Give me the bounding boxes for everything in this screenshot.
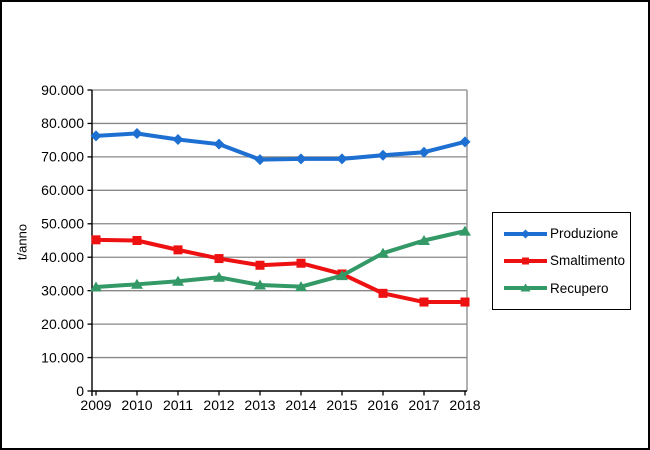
- diamond-marker-icon: [295, 153, 307, 165]
- y-tick-label: 20.000: [41, 316, 84, 332]
- legend-item-recupero: Recupero: [502, 281, 628, 295]
- diamond-marker-icon: [521, 229, 530, 239]
- diamond-marker-icon: [213, 138, 225, 150]
- diamond-marker-icon: [459, 136, 471, 148]
- triangle-marker-icon: [90, 281, 102, 292]
- y-tick-label: 30.000: [41, 282, 84, 298]
- square-marker-icon: [255, 260, 265, 270]
- square-marker-icon: [91, 235, 101, 245]
- x-tick-label: 2009: [80, 397, 111, 413]
- x-tick-label: 2015: [326, 397, 357, 413]
- y-tick-label: 50.000: [41, 216, 84, 232]
- triangle-marker-icon: [418, 235, 430, 245]
- x-tick-label: 2014: [285, 397, 316, 413]
- square-marker-icon: [132, 236, 142, 245]
- square-marker-icon: [419, 297, 429, 307]
- y-tick-label: 80.000: [41, 115, 84, 131]
- y-axis-title: t/anno: [14, 223, 30, 261]
- triangle-marker-icon: [295, 281, 307, 292]
- x-tick-label: 2010: [121, 397, 152, 413]
- x-tick-label: 2011: [163, 397, 193, 413]
- diamond-marker-icon: [172, 133, 184, 145]
- square-marker-icon: [173, 245, 183, 255]
- diamond-marker-icon: [336, 153, 348, 165]
- y-tick-label: 70.000: [41, 149, 84, 165]
- diamond-marker-icon: [131, 127, 143, 139]
- triangle-marker-icon: [377, 247, 389, 258]
- y-tick-label: 40.000: [41, 249, 84, 265]
- x-tick-label: 2018: [449, 397, 480, 413]
- y-tick-label: 90.000: [41, 82, 84, 98]
- recupero-line-sample-icon: [504, 283, 547, 292]
- y-tick-label: 10.000: [41, 349, 84, 365]
- legend-label-smaltimento: Smaltimento: [550, 253, 626, 269]
- triangle-marker-icon: [336, 270, 348, 281]
- diamond-marker-icon: [418, 146, 430, 158]
- x-tick-label: 2012: [203, 397, 234, 413]
- produzione-line-sample-icon: [504, 229, 547, 239]
- square-marker-icon: [522, 257, 529, 265]
- legend-item-smaltimento: Smaltimento: [502, 254, 628, 268]
- x-tick-label: 2017: [408, 397, 439, 413]
- square-marker-icon: [296, 258, 306, 268]
- triangle-marker-icon: [131, 278, 143, 289]
- series-line-produzione: [94, 131, 467, 162]
- legend: Produzione Smaltimento Recupero: [492, 212, 631, 310]
- x-tick-label: 2016: [367, 397, 398, 413]
- y-tick-label: 60.000: [41, 182, 84, 198]
- triangle-marker-icon: [213, 271, 225, 282]
- square-marker-icon: [214, 254, 224, 264]
- triangle-marker-icon: [459, 225, 471, 236]
- smaltimento-line-sample-icon: [504, 257, 547, 265]
- x-tick-label: 2013: [244, 397, 275, 413]
- series-line-recupero: [94, 229, 467, 289]
- square-marker-icon: [378, 288, 388, 298]
- legend-label-produzione: Produzione: [550, 225, 619, 241]
- series-line-smaltimento: [94, 237, 467, 305]
- triangle-marker-icon: [520, 283, 531, 292]
- square-marker-icon: [460, 297, 470, 307]
- triangle-marker-icon: [254, 279, 266, 290]
- legend-label-recupero: Recupero: [550, 280, 609, 296]
- diamond-marker-icon: [90, 130, 102, 142]
- y-tick-label: 0: [76, 383, 84, 399]
- diamond-marker-icon: [254, 154, 266, 166]
- triangle-marker-icon: [172, 275, 184, 286]
- diamond-marker-icon: [377, 149, 389, 161]
- legend-item-produzione: Produzione: [502, 227, 628, 241]
